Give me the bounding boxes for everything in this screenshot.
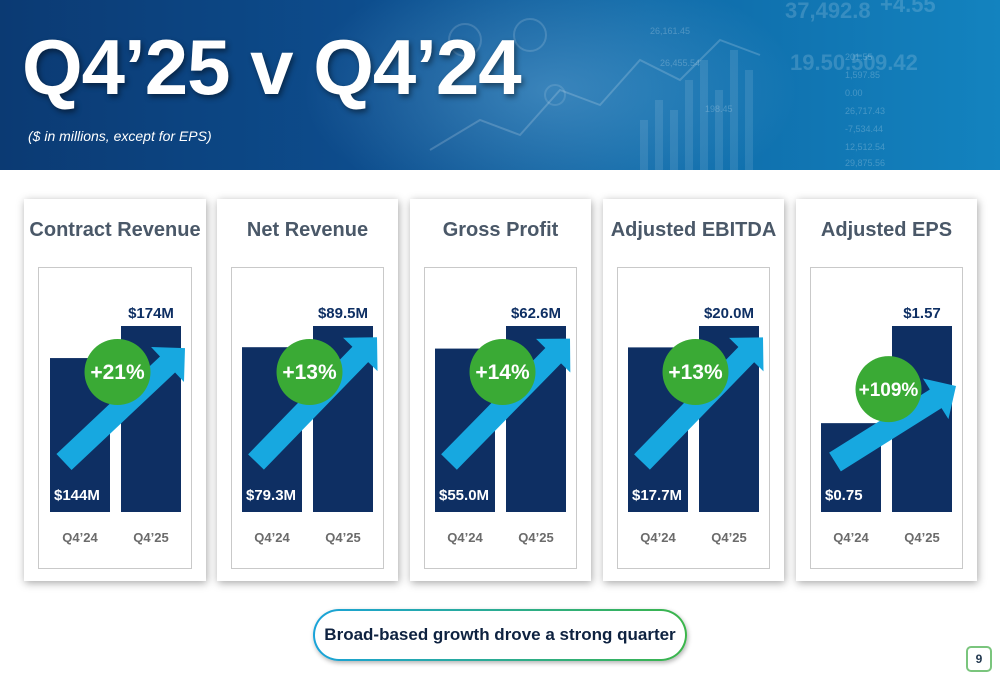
change-badge-label: +13% <box>668 361 723 384</box>
chart-frame: +13% $17.7M $20.0M Q4’24 Q4’25 <box>617 267 770 569</box>
change-badge <box>84 339 151 405</box>
key-takeaway-text: Broad-based growth drove a strong quarte… <box>315 611 685 659</box>
metric-card-contract-revenue: Contract Revenue +21% $144M $174M Q4’24 Q4’2… <box>24 199 206 581</box>
svg-text:29,875.56: 29,875.56 <box>845 158 885 168</box>
card-title: Adjusted EBITDA <box>610 219 777 241</box>
change-badge-label: +109% <box>859 380 919 401</box>
svg-text:1,597.85: 1,597.85 <box>845 70 880 80</box>
key-takeaway-banner: Broad-based growth drove a strong quarte… <box>313 609 687 661</box>
svg-text:198.45: 198.45 <box>705 104 733 114</box>
svg-text:+4.55: +4.55 <box>880 0 936 17</box>
value-label-prior: $55.0M <box>439 487 489 504</box>
value-label-prior: $17.7M <box>632 487 682 504</box>
change-badge-label: +14% <box>475 361 530 384</box>
card-title: Adjusted EPS <box>820 219 953 241</box>
growth-arrow-icon <box>56 347 186 471</box>
card-title: Contract Revenue <box>29 219 201 241</box>
card-title: Gross Profit <box>442 219 559 241</box>
metric-card-adjusted-ebitda: Adjusted EBITDA +13% $17.7M $20.0M Q4’24 Q4’… <box>603 199 784 581</box>
category-label: Q4’24 <box>833 530 869 545</box>
svg-text:-7,534.44: -7,534.44 <box>845 124 883 134</box>
chart-svg: +13% $17.7M $20.0M Q4’24 Q4’25 <box>628 305 764 545</box>
growth-arrow-shape <box>56 347 186 471</box>
change-badge-label: +21% <box>90 361 145 384</box>
financial-background-decoration: 201.55 1,597.85 0.00 26,717.43 -7,534.44 12… <box>429 0 936 170</box>
category-label: Q4’25 <box>518 530 553 545</box>
chart-svg: +14% $55.0M $62.6M Q4’24 Q4’25 <box>435 305 571 545</box>
svg-text:19.50.50: 19.50.50 <box>790 50 876 75</box>
svg-text:26,161.45: 26,161.45 <box>650 26 690 36</box>
growth-arrow-shape <box>829 378 956 472</box>
chart-frame: +13% $79.3M $89.5M Q4’24 Q4’25 <box>231 267 384 569</box>
category-label: Q4’25 <box>711 530 746 545</box>
svg-text:26,717.43: 26,717.43 <box>845 106 885 116</box>
slide-subtitle: ($ in millions, except for EPS) <box>28 128 212 144</box>
metric-card-adjusted-eps: Adjusted EPS +109% $0.75 $1.57 Q4’24 Q4’25 <box>796 199 977 581</box>
chart-frame: +21% $144M $174M Q4’24 Q4’25 <box>38 267 192 569</box>
chart-svg: +21% $144M $174M Q4’24 Q4’25 <box>50 305 186 545</box>
svg-text:26,455.54: 26,455.54 <box>660 58 700 68</box>
value-label-current: $174M <box>128 305 174 322</box>
value-label-prior: $144M <box>54 487 100 504</box>
svg-text:9.42: 9.42 <box>875 50 918 75</box>
category-label: Q4’24 <box>254 530 290 545</box>
category-label: Q4’24 <box>640 530 676 545</box>
change-badge-label: +13% <box>282 361 337 384</box>
category-label: Q4’25 <box>133 530 168 545</box>
slide-title: Q4’25 v Q4’24 <box>22 23 522 111</box>
value-label-current: $89.5M <box>318 305 368 322</box>
metric-card-gross-profit: Gross Profit +14% $55.0M $62.6M Q4’24 Q4’25 <box>410 199 591 581</box>
growth-arrow-icon <box>829 378 956 472</box>
metric-card-net-revenue: Net Revenue +13% $79.3M $89.5M Q4’24 Q4’25 <box>217 199 398 581</box>
value-label-prior: $79.3M <box>246 487 296 504</box>
change-badge <box>662 339 729 405</box>
header-banner: 201.55 1,597.85 0.00 26,717.43 -7,534.44 12… <box>0 0 1000 170</box>
chart-svg: +109% $0.75 $1.57 Q4’24 Q4’25 <box>821 305 956 545</box>
page-number: 9 <box>966 646 992 672</box>
category-label: Q4’24 <box>447 530 483 545</box>
card-title: Net Revenue <box>246 219 369 241</box>
svg-text:12,512.54: 12,512.54 <box>845 142 885 152</box>
svg-text:201.55: 201.55 <box>845 52 873 62</box>
header-glow <box>300 0 800 170</box>
value-label-current: $20.0M <box>704 305 754 322</box>
chart-frame: +14% $55.0M $62.6M Q4’24 Q4’25 <box>424 267 577 569</box>
svg-text:0.00: 0.00 <box>845 88 863 98</box>
change-badge <box>469 339 536 405</box>
value-label-current: $62.6M <box>511 305 561 322</box>
chart-frame: +109% $0.75 $1.57 Q4’24 Q4’25 <box>810 267 963 569</box>
change-badge <box>276 339 343 405</box>
svg-text:37,492.8: 37,492.8 <box>785 0 871 23</box>
change-badge <box>855 356 922 423</box>
chart-svg: +13% $79.3M $89.5M Q4’24 Q4’25 <box>242 305 378 545</box>
value-label-prior: $0.75 <box>825 487 863 504</box>
category-label: Q4’25 <box>904 530 939 545</box>
value-label-current: $1.57 <box>903 305 941 322</box>
category-label: Q4’25 <box>325 530 360 545</box>
category-label: Q4’24 <box>62 530 98 545</box>
